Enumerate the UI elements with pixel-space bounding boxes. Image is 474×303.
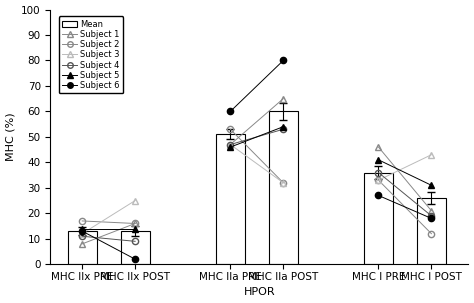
Bar xyxy=(417,198,446,264)
Bar xyxy=(120,231,150,264)
Legend: Mean, Subject 1, Subject 2, Subject 3, Subject 4, Subject 5, Subject 6: Mean, Subject 1, Subject 2, Subject 3, S… xyxy=(59,16,123,93)
Bar xyxy=(364,173,393,264)
Bar xyxy=(216,134,245,264)
Y-axis label: MHC (%): MHC (%) xyxy=(6,113,16,161)
Bar xyxy=(269,112,298,264)
Bar xyxy=(68,231,97,264)
X-axis label: HPOR: HPOR xyxy=(244,288,275,298)
